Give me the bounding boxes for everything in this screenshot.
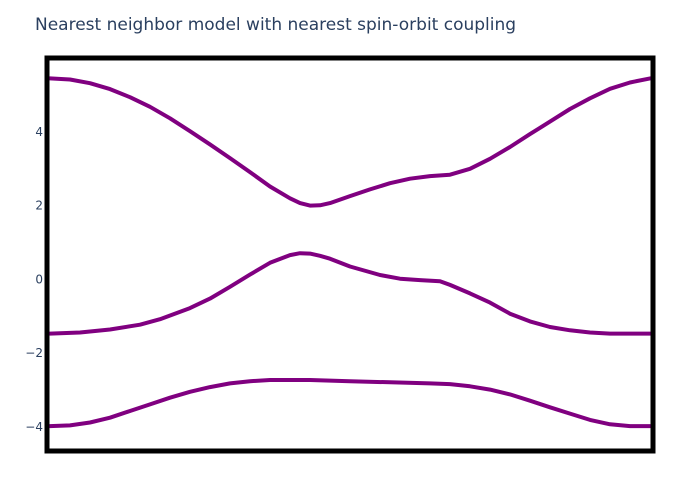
band-line-3 — [48, 378, 652, 429]
y-axis-tick-labels: 4 2 0 −2 −4 — [25, 125, 43, 434]
plot-frame — [44, 55, 656, 454]
band-line-1 — [48, 76, 652, 208]
y-tick-label: 4 — [35, 125, 43, 139]
y-tick-label: 2 — [35, 199, 43, 213]
y-tick-label: 0 — [35, 272, 43, 286]
series-lines — [48, 76, 652, 429]
band-line-2 — [48, 251, 652, 336]
y-tick-label: −2 — [25, 346, 43, 360]
chart-title: Nearest neighbor model with nearest spin… — [35, 15, 516, 35]
y-tick-label: −4 — [25, 420, 43, 434]
